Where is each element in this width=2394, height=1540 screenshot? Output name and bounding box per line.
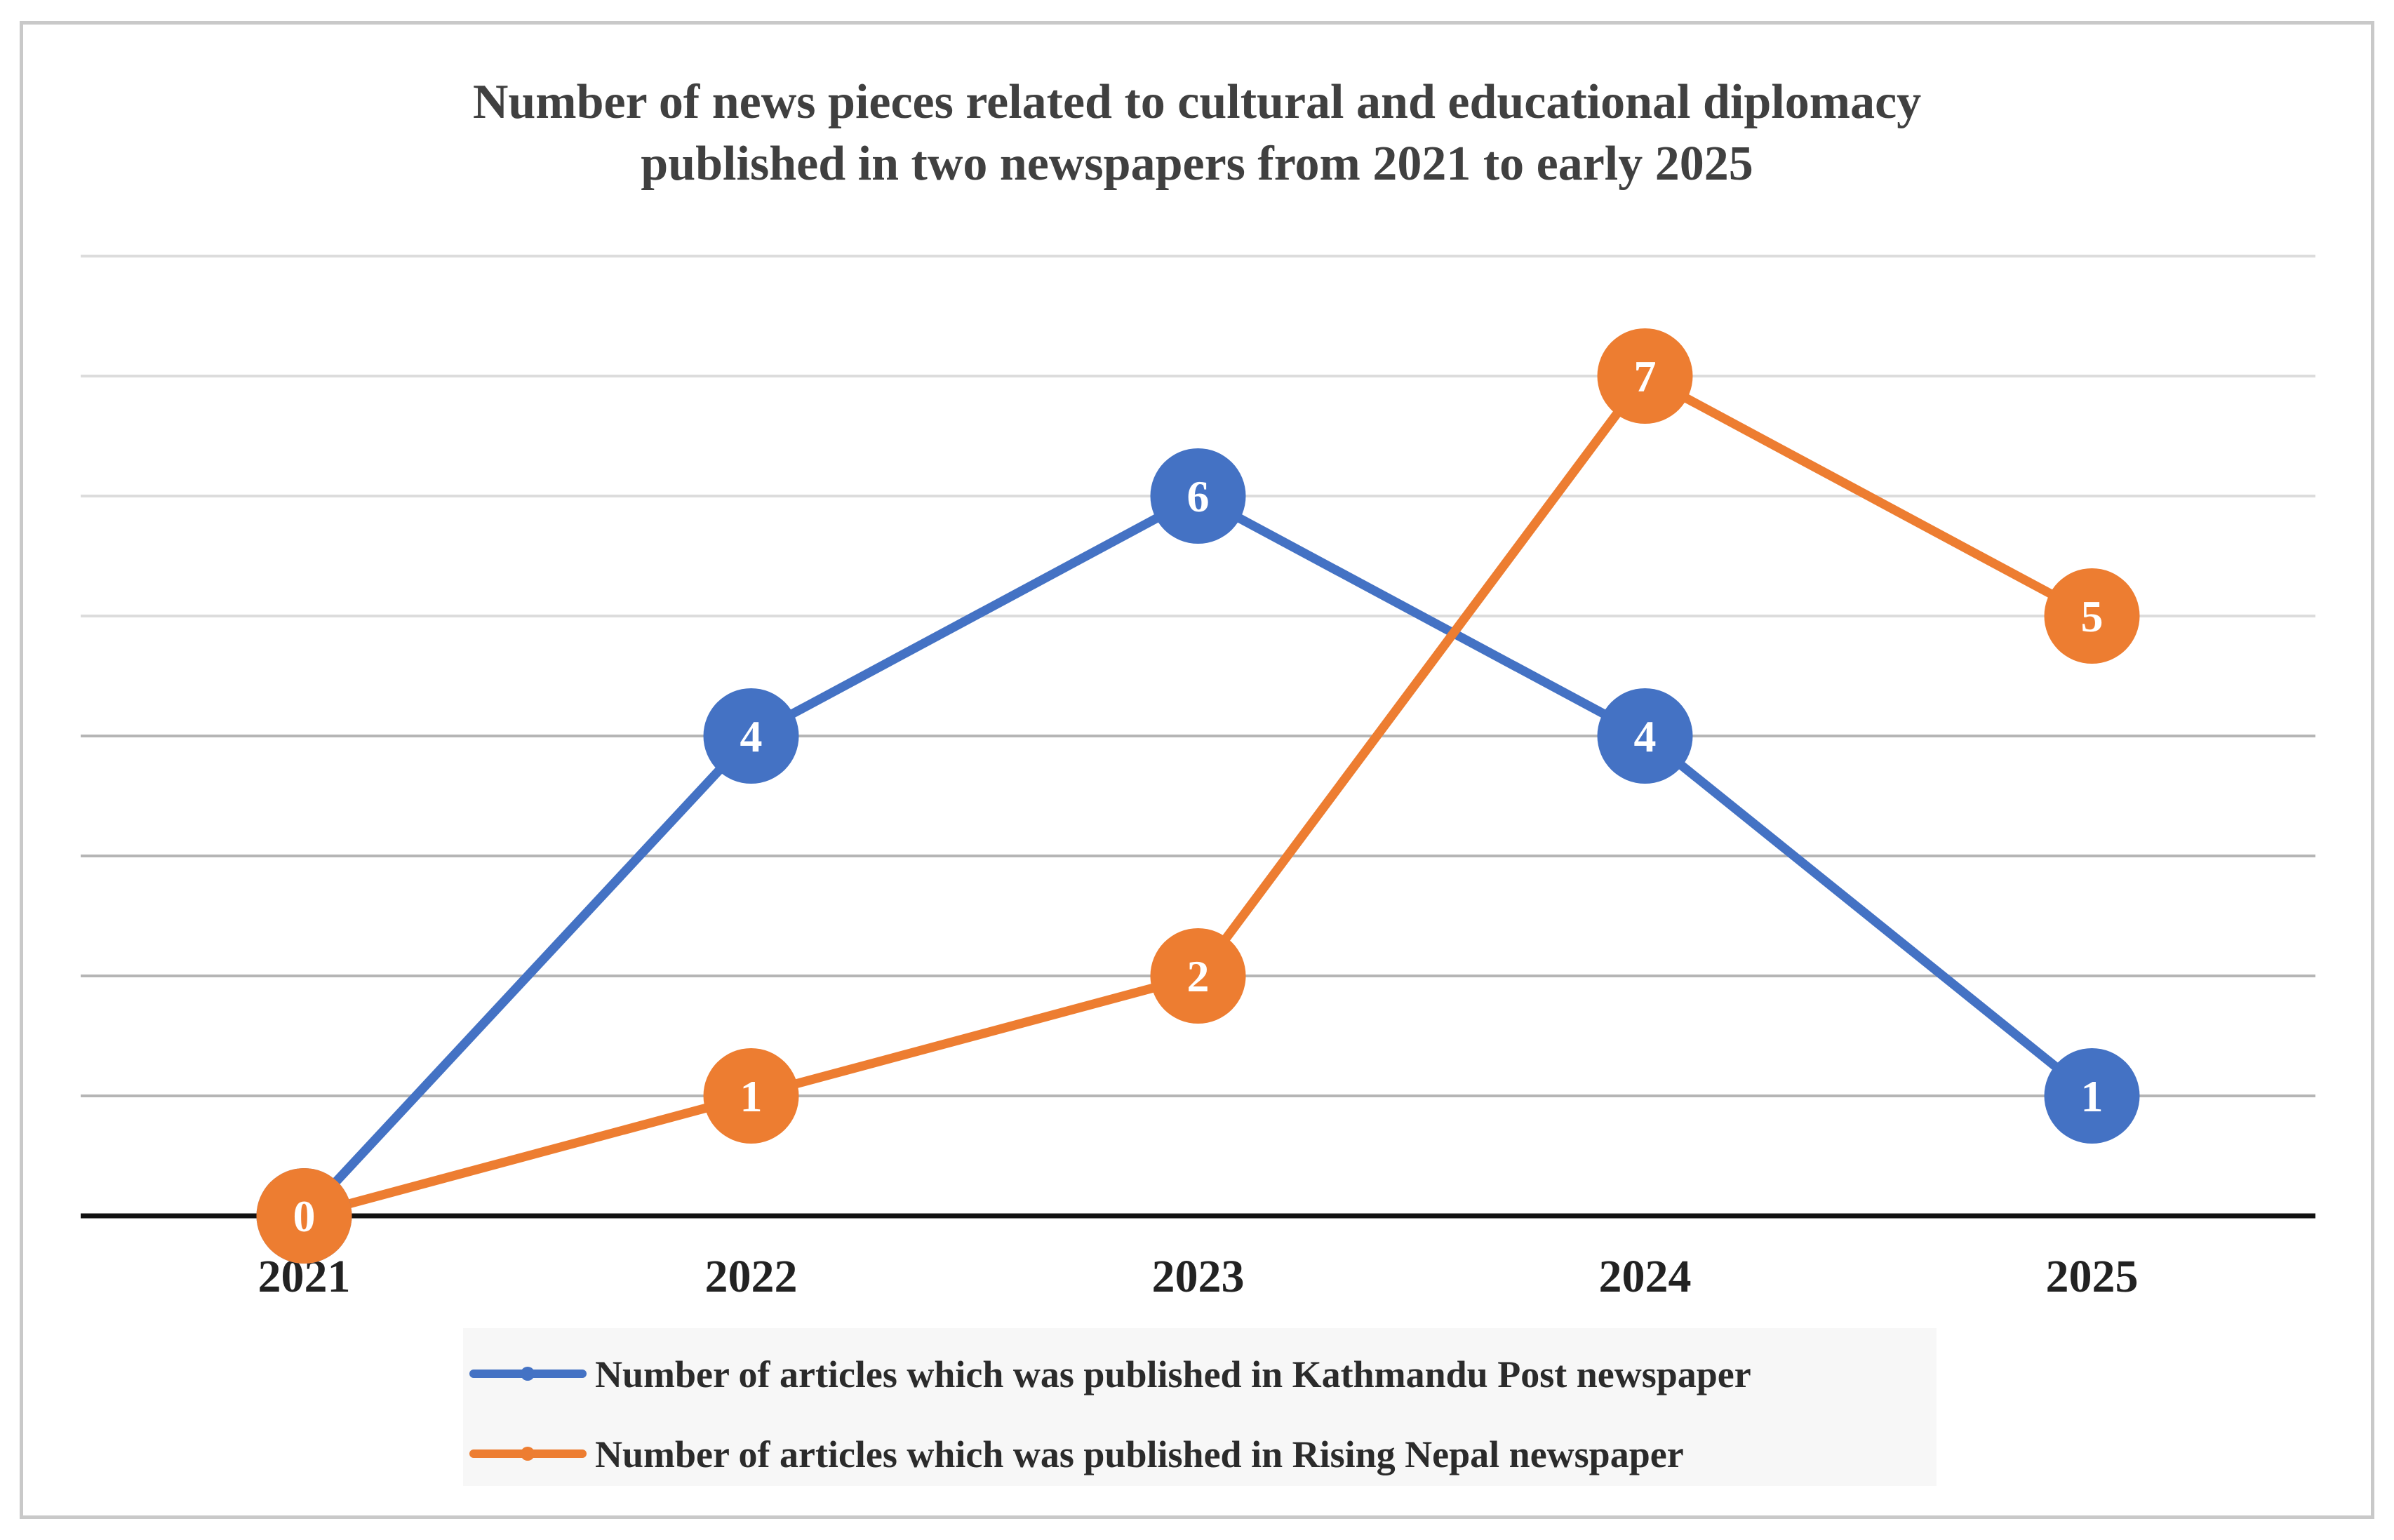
- data-point-0-2023: [1150, 448, 1246, 544]
- data-point-1-2024: [1597, 328, 1693, 424]
- data-label-0-2022: 4: [740, 711, 763, 761]
- x-axis: 2021 2022 2023 2024 2025: [81, 1213, 2315, 1302]
- data-point-0-2025: [2044, 1048, 2140, 1144]
- data-label-1-2023: 2: [1187, 951, 1210, 1001]
- data-label-1-2021: 0: [293, 1191, 316, 1241]
- data-point-0-2024: [1597, 688, 1693, 784]
- data-label-1-2022: 1: [740, 1071, 763, 1121]
- data-label-0-2024: 4: [1634, 711, 1657, 761]
- data-point-0-2022: [703, 688, 799, 784]
- data-point-1-2022: [703, 1048, 799, 1144]
- legend-label-rising-nepal: Number of articles which was published i…: [595, 1433, 1684, 1475]
- data-point-1-2023: [1150, 928, 1246, 1024]
- legend-marker-rising-nepal: [521, 1447, 535, 1461]
- legend: Number of articles which was published i…: [463, 1328, 1937, 1486]
- chart-title-line-2: published in two newspapers from 2021 to…: [641, 137, 1753, 191]
- x-tick-label-2025: 2025: [2046, 1251, 2139, 1302]
- data-point-1-2021: [256, 1168, 352, 1264]
- legend-label-kathmandu-post: Number of articles which was published i…: [595, 1353, 1751, 1395]
- x-tick-label-2023: 2023: [1152, 1251, 1245, 1302]
- data-point-1-2025: [2044, 568, 2140, 664]
- data-label-1-2025: 5: [2081, 591, 2104, 641]
- data-markers: 0464101275: [256, 328, 2140, 1264]
- data-label-0-2025: 1: [2081, 1071, 2104, 1121]
- data-label-1-2024: 7: [1634, 351, 1657, 401]
- chart-frame: [20, 21, 2374, 1519]
- legend-marker-kathmandu-post: [521, 1367, 535, 1381]
- x-tick-label-2024: 2024: [1599, 1251, 1692, 1302]
- chart-title-line-1: Number of news pieces related to cultura…: [473, 75, 1921, 129]
- legend-background: [463, 1328, 1937, 1486]
- data-label-0-2023: 6: [1187, 471, 1210, 521]
- x-tick-label-2022: 2022: [705, 1251, 798, 1302]
